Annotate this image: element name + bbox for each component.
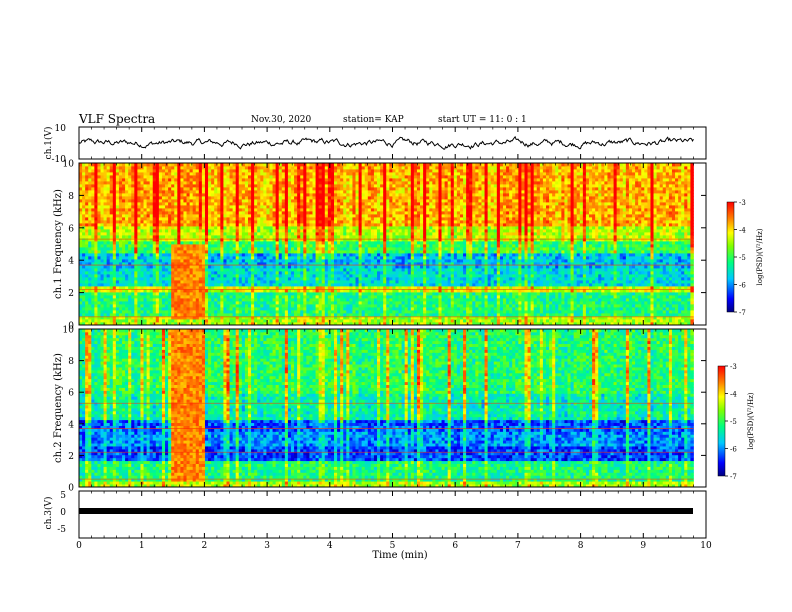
- ch1-ylabel: ch.1(V): [43, 127, 54, 160]
- colorbar-tick-label: -4: [730, 391, 737, 399]
- xtick-label: 8: [578, 541, 584, 551]
- colorbar-tick-label: -7: [730, 473, 737, 481]
- colorbar-tick-label: -5: [739, 254, 746, 262]
- xtick-label: 7: [515, 541, 521, 551]
- vlf-spectra-figure: 10 -10 ch.1(V) 0246810 ch.1 Frequency (k…: [0, 0, 792, 612]
- ch2-spec-ylabel: ch.2 Frequency (kHz): [53, 353, 64, 463]
- ch2-spec-ytick-labels: 0 2 4 6 8 10: [63, 326, 75, 494]
- colorbar-tick-label: -4: [739, 227, 746, 235]
- ch3-waveform-trace: [79, 508, 693, 514]
- ch2-colorbar-label: log(PSD)(V²/Hz): [747, 392, 755, 449]
- ch2-spectrogram-panel: 0 2 4 6 8 10 ch.2 Frequency (kHz): [53, 326, 706, 494]
- ch3-ytick-bottom: -5: [57, 525, 66, 535]
- colorbar-tick-label: -5: [730, 418, 737, 426]
- ytick-label: 10: [63, 160, 75, 170]
- ch3-ytick-mid: 0: [60, 508, 66, 518]
- ytick-label: 2: [68, 289, 74, 299]
- time-axis-label: Time (min): [372, 550, 427, 561]
- xtick-label: 9: [640, 541, 646, 551]
- colorbar-tick-label: -7: [739, 309, 746, 317]
- xtick-label: 4: [327, 541, 333, 551]
- ytick-label: 6: [68, 389, 74, 399]
- ytick-label: 0: [68, 484, 74, 494]
- xtick-label: 6: [452, 541, 458, 551]
- colorbar-tick-label: -6: [739, 282, 746, 290]
- xtick-label: 0: [76, 541, 82, 551]
- ytick-label: 8: [68, 192, 74, 202]
- colorbar-tick-label: -6: [730, 446, 737, 454]
- ytick-label: 2: [68, 452, 74, 462]
- ytick-label: 6: [68, 224, 74, 234]
- ytick-label: 4: [68, 420, 74, 430]
- xtick-label: 10: [700, 541, 712, 551]
- ytick-label: 8: [68, 357, 74, 367]
- ch2-colorbar: -3 -4 -5 -6 -7 log(PSD)(V²/Hz): [718, 363, 755, 481]
- ch1-colorbar: -3 -4 -5 -6 -7 log(PSD)(V²/Hz): [727, 199, 764, 317]
- ch1-colorbar-label: log(PSD)(V²/Hz): [756, 228, 764, 285]
- ch2-spectrogram-image: [79, 329, 694, 487]
- ch1-spec-ylabel: ch.1 Frequency (kHz): [53, 189, 64, 299]
- ch1-colorbar-ticks: -3 -4 -5 -6 -7: [734, 199, 746, 317]
- colorbar-tick-label: -3: [739, 199, 746, 207]
- xtick-label: 1: [139, 541, 145, 551]
- xtick-label: 3: [264, 541, 270, 551]
- ytick-label: 10: [63, 326, 75, 336]
- ch3-ytick-top: 5: [60, 491, 66, 501]
- ch3-ylabel: ch.3(V): [43, 497, 54, 530]
- ch3-waveform-panel: 5 0 -5 ch.3(V) 0 1 2 3 4 5 6 7 8 9 10 Time (min): [43, 491, 712, 561]
- ch2-colorbar-ticks: -3 -4 -5 -6 -7: [725, 363, 737, 481]
- ch1-spectrogram-image: [79, 163, 694, 325]
- ch1-ytick-top: 10: [55, 124, 67, 134]
- xtick-label: 2: [202, 541, 208, 551]
- colorbar-tick-label: -3: [730, 363, 737, 371]
- ytick-label: 4: [68, 257, 74, 267]
- ch1-waveform-panel: 10 -10 ch.1(V): [43, 124, 706, 165]
